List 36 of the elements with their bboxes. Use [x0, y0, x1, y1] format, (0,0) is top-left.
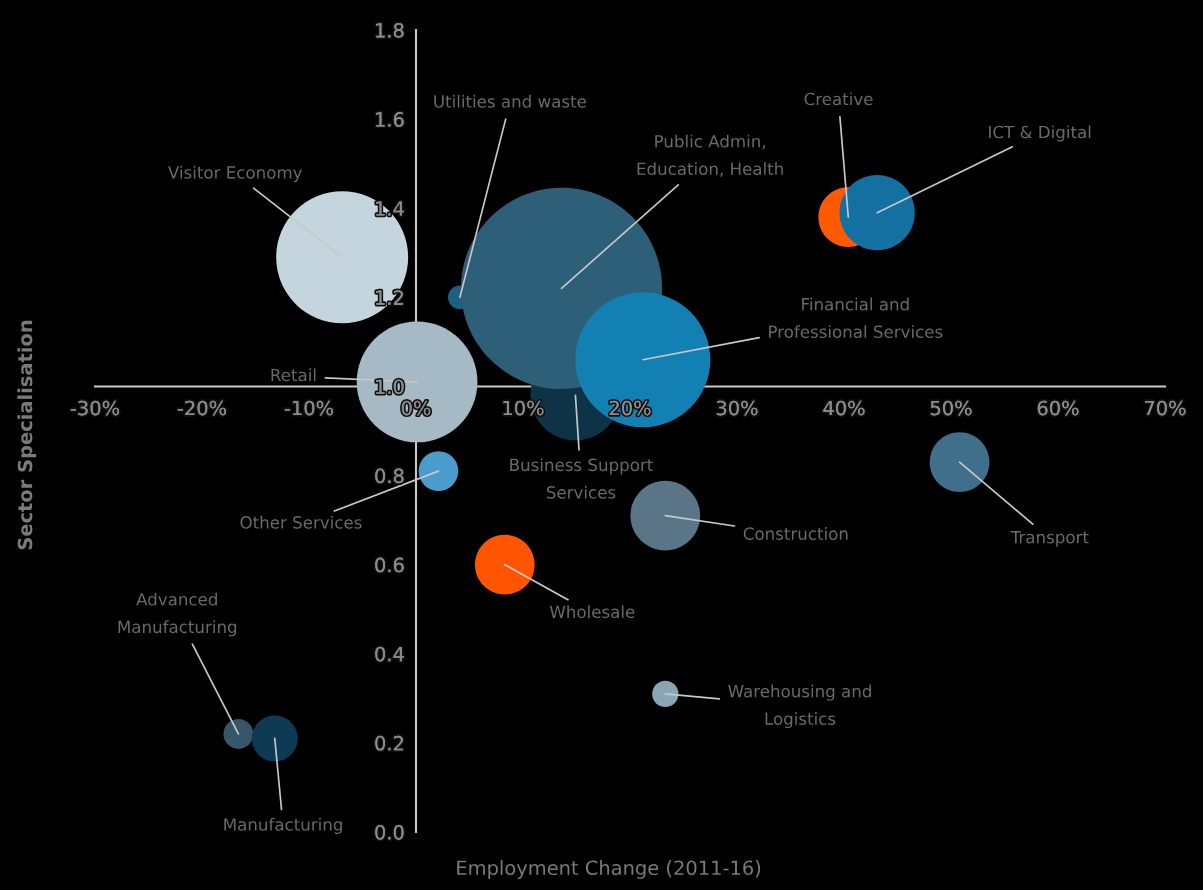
x-tick-label: 20% — [609, 400, 651, 416]
y-tick-label: 0.2 — [375, 735, 403, 751]
x-tick-label: 30% — [716, 400, 758, 416]
x-tick-label: 40% — [823, 400, 865, 416]
x-tick-label: -10% — [284, 400, 334, 416]
y-tick-label: 1.8 — [376, 22, 404, 38]
y-tick-label: 0.8 — [375, 468, 404, 484]
text: Financial and Professional Services — [769, 297, 943, 339]
x-tick-label: -30% — [70, 400, 120, 416]
y-tick-label: 0.6 — [375, 557, 404, 573]
x-tick-label: 0% — [401, 400, 431, 416]
y-tick-label: 1.0 — [376, 379, 404, 395]
x-tick-label: -20% — [177, 400, 227, 416]
y-axis-title: Sector Specialisation — [17, 320, 37, 550]
text: Manufacturing — [224, 817, 342, 834]
text: ICT & Digital — [989, 125, 1091, 142]
x-axis-title: Employment Change (2011-16) — [457, 860, 761, 879]
series-label: Visitor Economy — [168, 165, 303, 182]
y-tick-label: 1.6 — [376, 112, 404, 127]
text: Retail — [271, 368, 316, 382]
x-tick-label: 70% — [1144, 400, 1186, 416]
text: Other Services — [240, 515, 362, 529]
text: Construction — [743, 527, 848, 540]
text: Advanced Manufacturing — [118, 592, 237, 637]
x-tick-label: 60% — [1037, 400, 1079, 416]
text: Warehousing and Logistics — [728, 684, 871, 729]
text: Public Admin, Education, Health — [637, 134, 783, 177]
x-tick-label: 10% — [503, 400, 544, 416]
text: Transport — [1010, 531, 1089, 547]
y-tick-label: 0.4 — [375, 646, 404, 662]
x-tick-label: 50% — [930, 400, 972, 416]
text: Business Support Services — [510, 458, 653, 499]
series-label: Wholesale — [549, 605, 635, 619]
y-tick-label: 0.0 — [375, 824, 404, 840]
text: Creative — [804, 92, 873, 106]
text: Utilities and waste — [434, 94, 586, 108]
